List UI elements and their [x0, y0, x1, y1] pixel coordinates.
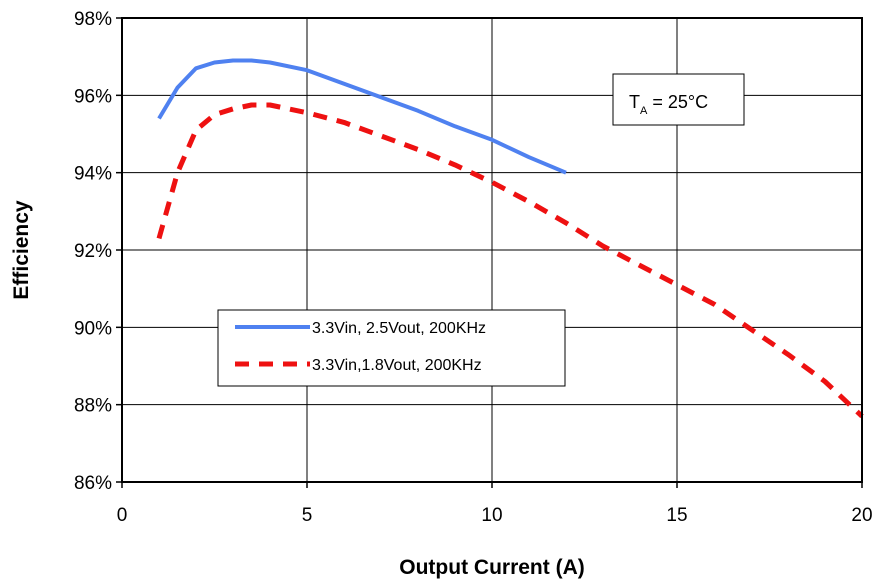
grid-lines — [122, 18, 862, 482]
annotation-prefix: T — [629, 92, 640, 112]
x-axis-ticks: 0 5 10 15 20 — [117, 482, 873, 526]
annotation-suffix: = 25°C — [647, 92, 708, 112]
series-line-2 — [156, 102, 864, 419]
legend-box — [217, 309, 566, 387]
annotation-box — [612, 73, 745, 126]
y-tick-label-6: 98% — [74, 9, 112, 30]
y-tick-label-2: 90% — [74, 318, 112, 339]
y-tick-label-3: 92% — [74, 241, 112, 262]
annotation-text: TA = 25°C — [629, 92, 708, 117]
y-tick-label-4: 94% — [74, 164, 112, 185]
x-tick-label-2: 10 — [481, 505, 502, 526]
y-axis-ticks: 86% 88% 90% 92% 94% 96% 98% — [74, 9, 122, 494]
x-axis-title: Output Current (A) — [399, 556, 584, 579]
series-layer — [156, 58, 864, 419]
y-tick-label-1: 88% — [74, 396, 112, 417]
legend-label-series-1: 3.3Vin, 2.5Vout, 200KHz — [312, 320, 486, 337]
x-tick-label-3: 15 — [666, 505, 687, 526]
y-axis-title: Efficiency — [10, 200, 33, 300]
temperature-annotation: TA = 25°C — [612, 73, 745, 126]
legend-label-series-2: 3.3Vin,1.8Vout, 200KHz — [312, 357, 482, 374]
series-line-1 — [157, 58, 567, 175]
legend: 3.3Vin, 2.5Vout, 200KHz 3.3Vin,1.8Vout, … — [217, 309, 566, 387]
y-tick-label-5: 96% — [74, 86, 112, 107]
x-tick-label-1: 5 — [302, 505, 313, 526]
x-tick-label-4: 20 — [851, 505, 872, 526]
x-tick-label-0: 0 — [117, 505, 128, 526]
y-tick-label-0: 86% — [74, 473, 112, 494]
annotation-subscript: A — [640, 105, 648, 117]
